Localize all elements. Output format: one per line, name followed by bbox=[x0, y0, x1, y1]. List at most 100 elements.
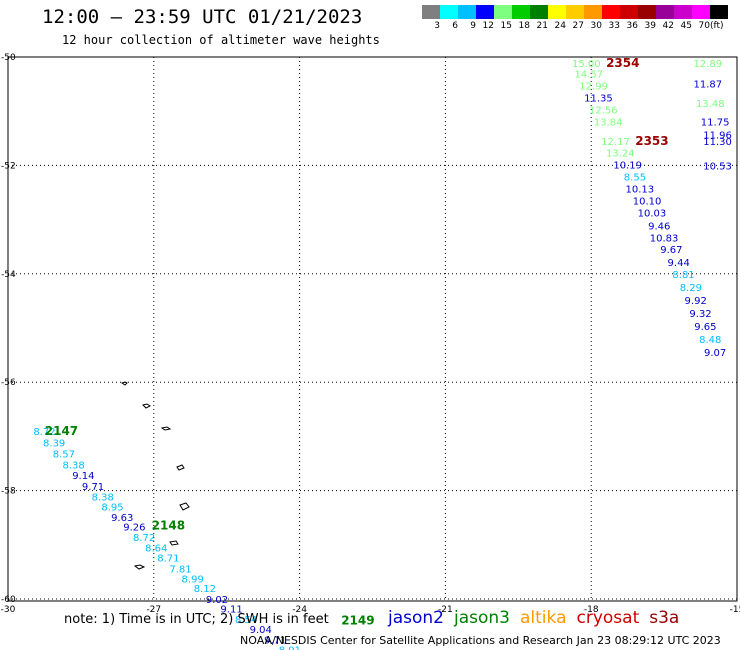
swh-label: 9.02 bbox=[206, 595, 228, 606]
swh-label: 9.26 bbox=[123, 523, 145, 534]
swh-label: 8.81 bbox=[672, 270, 694, 281]
colorbar-label: 21 bbox=[536, 21, 548, 31]
colorbar-label: 45 bbox=[680, 21, 692, 31]
swh-label: 12.89 bbox=[694, 59, 723, 70]
x-tick-label: -15 bbox=[730, 605, 740, 615]
colorbar-cell bbox=[494, 5, 512, 19]
colorbar-label: 18 bbox=[518, 21, 530, 31]
legend-entry-cryosat: cryosat bbox=[576, 608, 640, 628]
x-tick-label: -27 bbox=[146, 605, 161, 615]
swh-label: 15.00 bbox=[572, 59, 601, 70]
swh-label: 10.53 bbox=[703, 162, 732, 173]
colorbar-cell bbox=[674, 5, 692, 19]
swh-label: 8.39 bbox=[43, 439, 65, 450]
y-tick-label: -56 bbox=[1, 378, 16, 388]
pass-time-label: 2147 bbox=[45, 424, 78, 438]
legend-entry-jason3: jason3 bbox=[454, 608, 510, 628]
island-outline bbox=[169, 540, 179, 546]
swh-label: 9.46 bbox=[648, 221, 670, 232]
colorbar-label: 3 bbox=[434, 21, 440, 31]
swh-label: 10.13 bbox=[625, 185, 654, 196]
swh-label: 9.63 bbox=[111, 513, 133, 524]
swh-label: 8.64 bbox=[145, 543, 167, 554]
swh-label: 12.99 bbox=[579, 82, 608, 93]
colorbar-cell bbox=[476, 5, 494, 19]
swh-label: 9.92 bbox=[685, 296, 707, 307]
colorbar-label: 15 bbox=[500, 21, 512, 31]
x-tick-label: -21 bbox=[438, 605, 453, 615]
swh-label: 8.72 bbox=[33, 427, 55, 438]
swh-label: 8.95 bbox=[101, 503, 123, 514]
swh-label: 7.81 bbox=[169, 564, 191, 575]
island-outline bbox=[176, 464, 185, 471]
y-tick-label: -54 bbox=[1, 270, 16, 280]
chart-title: 12:00 — 23:59 UTC 01/21/2023 bbox=[42, 6, 363, 28]
colorbar-label: 36 bbox=[626, 21, 638, 31]
satellite-legend: jason2 jason3 altika cryosat s3a bbox=[388, 608, 679, 628]
swh-label: 10.19 bbox=[613, 161, 642, 172]
pass-time-label: 2148 bbox=[152, 519, 185, 533]
swh-label: 9.32 bbox=[689, 309, 711, 320]
swh-label: 13.84 bbox=[594, 117, 623, 128]
swh-label: 8.29 bbox=[680, 283, 702, 294]
swh-label: 12.17 bbox=[601, 137, 630, 148]
swh-label: 10.03 bbox=[638, 208, 667, 219]
swh-label: 9.04 bbox=[250, 625, 272, 636]
footnote: note: 1) Time is in UTC; 2) SWH is in fe… bbox=[64, 612, 329, 627]
swh-label: 9.44 bbox=[668, 258, 690, 269]
swh-label: 8.48 bbox=[699, 335, 721, 346]
island-outline bbox=[120, 381, 128, 386]
colorbar-label: 6 bbox=[452, 21, 458, 31]
y-tick-label: -58 bbox=[1, 487, 16, 497]
y-tick-label: -60 bbox=[1, 595, 16, 605]
swh-label: 10.83 bbox=[650, 233, 679, 244]
swh-label: 8.71 bbox=[157, 554, 179, 565]
swh-label: 8.38 bbox=[92, 492, 114, 503]
colorbar-cell bbox=[458, 5, 476, 19]
pass-time-label: 2149 bbox=[341, 613, 374, 627]
colorbar-cell bbox=[710, 5, 728, 19]
colorbar-cell bbox=[548, 5, 566, 19]
swh-label: 14.57 bbox=[574, 70, 603, 81]
swh-label: 13.48 bbox=[696, 99, 725, 110]
swh-label: 8.12 bbox=[194, 584, 216, 595]
swh-label: 8.99 bbox=[182, 575, 204, 586]
swh-label: 13.24 bbox=[606, 149, 635, 160]
colorbar-cell bbox=[638, 5, 656, 19]
x-tick-label: -30 bbox=[1, 605, 16, 615]
swh-label: 8.54 bbox=[235, 615, 257, 626]
swh-label: 12.56 bbox=[589, 105, 618, 116]
colorbar-cell bbox=[584, 5, 602, 19]
credit-line: NOAA/NESDIS Center for Satellite Applica… bbox=[240, 634, 721, 647]
colorbar-label: 12 bbox=[482, 21, 494, 31]
island-outline bbox=[160, 426, 172, 431]
x-tick-label: -18 bbox=[584, 605, 599, 615]
swh-label: 9.71 bbox=[82, 482, 104, 493]
swh-label: 9.11 bbox=[220, 605, 242, 616]
pass-time-label: 2353 bbox=[635, 134, 668, 148]
swh-label: 8.55 bbox=[624, 173, 646, 184]
chart-subtitle: 12 hour collection of altimeter wave hei… bbox=[62, 33, 380, 47]
colorbar-cell bbox=[656, 5, 674, 19]
colorbar-label: 33 bbox=[608, 21, 620, 31]
swh-label: 9.07 bbox=[704, 348, 726, 359]
swh-label: 9.14 bbox=[72, 471, 94, 482]
swh-label: 8.57 bbox=[53, 450, 75, 461]
colorbar-cell bbox=[620, 5, 638, 19]
island-outline bbox=[179, 502, 190, 511]
x-tick-label: -24 bbox=[292, 605, 307, 615]
colorbar-label: 42 bbox=[662, 21, 674, 31]
swh-label: 11.35 bbox=[584, 93, 613, 104]
colorbar-cell bbox=[692, 5, 710, 19]
swh-label: 9.65 bbox=[694, 322, 716, 333]
swh-label: 11.87 bbox=[694, 79, 723, 90]
colorbar-label: 9 bbox=[470, 21, 476, 31]
swh-label: 11.30 bbox=[703, 137, 732, 148]
colorbar-unit: (ft) bbox=[710, 21, 724, 31]
colorbar-cell bbox=[422, 5, 440, 19]
colorbar-cell bbox=[602, 5, 620, 19]
colorbar-labels: 3 6 9 12 15 18 21 24 27 30 33 36 39 42 45 70 bbox=[422, 21, 710, 31]
island-outline bbox=[133, 564, 146, 570]
